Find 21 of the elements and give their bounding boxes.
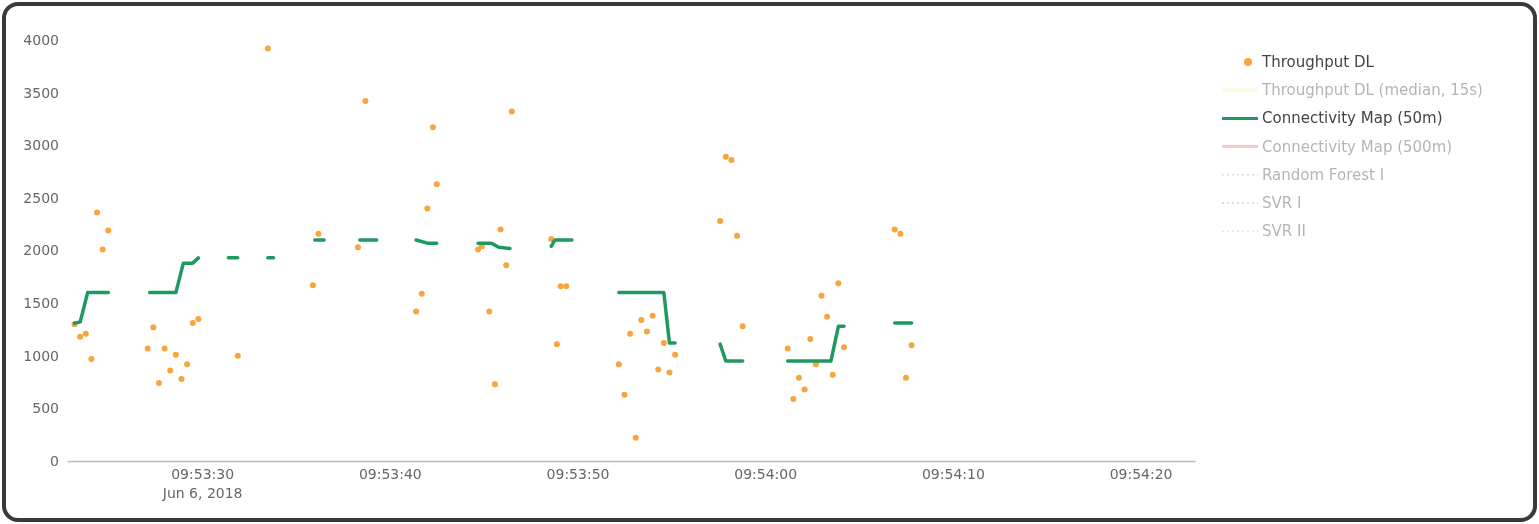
x-tick-label: 09:53:50 — [546, 465, 610, 482]
y-tick-label: 3000 — [23, 137, 59, 154]
y-tick-label: 1500 — [23, 295, 59, 312]
legend-label: SVR I — [1262, 194, 1302, 212]
x-tick-label: 09:54:20 — [1109, 465, 1173, 482]
legend-label: Throughput DL — [1261, 53, 1375, 71]
x-tick-label: 09:53:30 Jun 6, 2018 — [161, 465, 243, 501]
y-tick-label: 500 — [32, 400, 59, 417]
legend-label: Throughput DL (median, 15s) — [1261, 81, 1483, 100]
y-tick-label: 0 — [50, 452, 59, 469]
x-tick-label: 09:54:10 — [921, 465, 985, 482]
y-tick-label: 3500 — [23, 84, 59, 101]
x-tick-label: 09:54:00 — [734, 465, 798, 482]
y-tick-label: 2500 — [23, 189, 59, 206]
y-tick-label: 4000 — [23, 31, 59, 48]
y-tick-label: 1000 — [23, 347, 59, 364]
y-tick-label: 2000 — [23, 242, 59, 259]
legend-label: SVR II — [1262, 222, 1306, 241]
x-tick-label: 09:53:40 — [358, 465, 422, 482]
legend-label: Connectivity Map (50m) — [1262, 109, 1443, 128]
legend-label: Connectivity Map (500m) — [1262, 137, 1453, 156]
